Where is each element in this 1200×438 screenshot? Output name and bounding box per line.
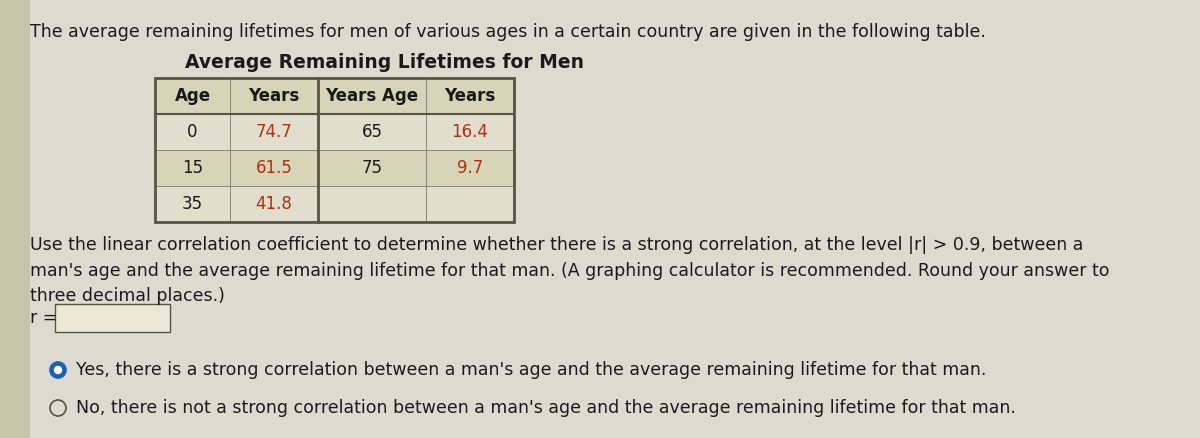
- Text: Years: Years: [444, 87, 496, 105]
- Text: 65: 65: [361, 123, 383, 141]
- Bar: [426, 150, 514, 186]
- Bar: [318, 150, 426, 186]
- Text: 35: 35: [182, 195, 203, 213]
- Bar: [318, 114, 426, 150]
- Text: 75: 75: [361, 159, 383, 177]
- Bar: [318, 78, 426, 114]
- Text: Years Age: Years Age: [325, 87, 419, 105]
- Text: Use the linear correlation coefficient to determine whether there is a strong co: Use the linear correlation coefficient t…: [30, 236, 1110, 305]
- Bar: [426, 78, 514, 114]
- Text: 15: 15: [182, 159, 203, 177]
- Text: 74.7: 74.7: [256, 123, 293, 141]
- Bar: [426, 114, 514, 150]
- Bar: [55, 304, 170, 332]
- Bar: [155, 186, 230, 222]
- Text: The average remaining lifetimes for men of various ages in a certain country are: The average remaining lifetimes for men …: [30, 23, 986, 41]
- Text: Yes, there is a strong correlation between a man's age and the average remaining: Yes, there is a strong correlation betwe…: [76, 361, 986, 379]
- Bar: [155, 78, 514, 222]
- Text: Average Remaining Lifetimes for Men: Average Remaining Lifetimes for Men: [185, 53, 584, 72]
- Text: Years: Years: [248, 87, 300, 105]
- Bar: [318, 186, 426, 222]
- Text: No, there is not a strong correlation between a man's age and the average remain: No, there is not a strong correlation be…: [76, 399, 1016, 417]
- Text: r =: r =: [30, 309, 58, 327]
- Bar: [155, 150, 230, 186]
- Bar: [426, 186, 514, 222]
- Circle shape: [54, 367, 61, 374]
- Bar: [230, 114, 318, 150]
- Text: 41.8: 41.8: [256, 195, 293, 213]
- Circle shape: [50, 362, 66, 378]
- Bar: [230, 150, 318, 186]
- Bar: [155, 78, 230, 114]
- Bar: [230, 186, 318, 222]
- Text: Age: Age: [174, 87, 210, 105]
- Text: 0: 0: [187, 123, 198, 141]
- Bar: [230, 78, 318, 114]
- Bar: [155, 114, 230, 150]
- Circle shape: [50, 400, 66, 416]
- Text: 61.5: 61.5: [256, 159, 293, 177]
- Text: 16.4: 16.4: [451, 123, 488, 141]
- Text: 9.7: 9.7: [457, 159, 484, 177]
